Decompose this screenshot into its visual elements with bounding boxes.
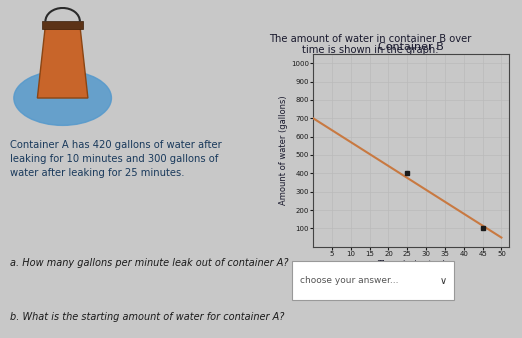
Text: Container A has 420 gallons of water after
leaking for 10 minutes and 300 gallon: Container A has 420 gallons of water aft…	[10, 140, 221, 178]
Text: a. How many gallons per minute leak out of container A?: a. How many gallons per minute leak out …	[10, 258, 289, 268]
Text: choose your answer...: choose your answer...	[300, 276, 399, 285]
X-axis label: Time (minutes): Time (minutes)	[377, 260, 445, 269]
Text: ∨: ∨	[440, 275, 447, 286]
Text: b. What is the starting amount of water for container A?: b. What is the starting amount of water …	[10, 312, 285, 322]
Ellipse shape	[14, 71, 112, 125]
Y-axis label: Amount of water (gallons): Amount of water (gallons)	[279, 96, 288, 205]
Title: Container B: Container B	[378, 42, 444, 52]
Polygon shape	[38, 25, 88, 98]
Text: The amount of water in container B over
time is shown in the graph:: The amount of water in container B over …	[269, 34, 471, 55]
Bar	[42, 21, 84, 29]
FancyBboxPatch shape	[292, 261, 454, 300]
